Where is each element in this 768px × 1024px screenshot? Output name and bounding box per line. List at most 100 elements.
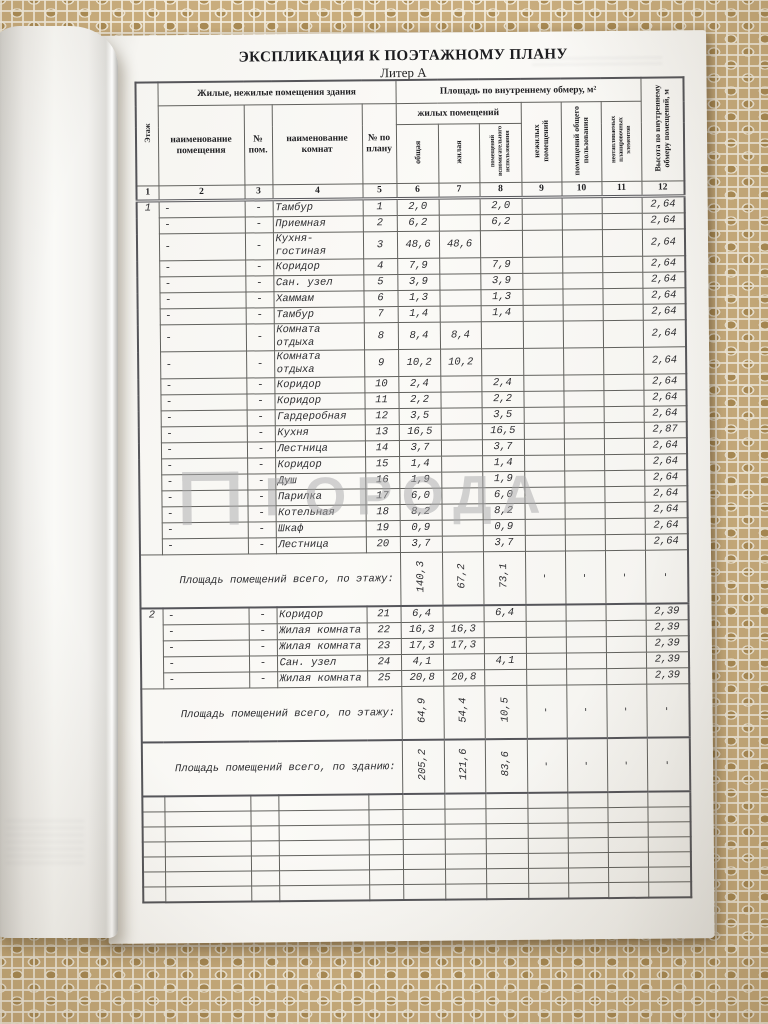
area-aux-cell: 6,4 <box>483 604 526 622</box>
total-area-common: - <box>564 550 606 605</box>
column-number: 12 <box>641 180 685 197</box>
empty-cell <box>278 839 369 856</box>
height-cell: 2,64 <box>642 271 686 289</box>
col-header-aux-label: помещений вспомогательного использования <box>488 126 512 177</box>
height-cell: 2,64 <box>643 346 687 375</box>
area-total-cell: 2,4 <box>398 376 441 393</box>
plan-no-cell: 16 <box>365 472 400 489</box>
empty-cell <box>485 853 529 869</box>
empty-cell <box>486 883 529 900</box>
area-living-cell <box>439 257 481 275</box>
room-name-cell: Лестница <box>275 536 366 554</box>
total-area-unheated-value: - <box>620 706 633 713</box>
col-header-total-label: общая <box>412 140 422 164</box>
room-name-cell: Котельная <box>275 504 366 522</box>
premise-no-cell: - <box>248 639 277 657</box>
area-total-cell: 6,0 <box>399 488 442 505</box>
plan-no-cell: 2 <box>362 215 397 232</box>
premise-name-cell: - <box>160 442 248 459</box>
room-name-cell: Гардеробная <box>274 408 365 426</box>
area-aux-cell: 1,9 <box>482 471 525 488</box>
premise-name-cell: - <box>159 324 247 352</box>
total-area-aux: 73,1 <box>482 551 526 606</box>
premise-name-cell: - <box>161 506 248 523</box>
room-name-cell: Жилая комната <box>277 670 368 688</box>
height-cell: 2,39 <box>646 667 690 685</box>
col-header-floor: Этаж <box>135 82 159 187</box>
area-total-cell: 20,8 <box>401 670 444 687</box>
height-cell: 2,64 <box>644 501 688 519</box>
total-area-living: 54,4 <box>443 685 485 740</box>
premise-name-cell: - <box>163 672 250 689</box>
premise-no-cell: - <box>249 671 278 689</box>
total-area-aux-value: 73,1 <box>497 562 510 589</box>
area-unheated-cell <box>603 406 644 423</box>
empty-cell <box>164 811 251 827</box>
premise-no-cell: - <box>246 377 275 395</box>
premise-no-cell: - <box>247 457 276 475</box>
area-unheated-cell <box>605 603 646 621</box>
premise-no-cell: - <box>245 307 274 325</box>
total-area-living-value: 67,2 <box>456 563 469 589</box>
empty-cell <box>250 795 279 812</box>
area-nonliving-cell <box>522 288 563 306</box>
area-common-cell <box>561 229 603 257</box>
total-area-common-value: - <box>578 572 591 579</box>
building-total-row: Площадь помещений всего, по зданию: 205,2… <box>141 737 691 797</box>
area-nonliving-cell <box>521 213 562 231</box>
col-header-rooms: наименование комнат <box>271 103 363 185</box>
total-area-aux-value: 10,5 <box>498 696 512 723</box>
plan-no-cell: 20 <box>365 536 401 553</box>
col-header-living: жилая <box>437 123 480 184</box>
area-unheated-cell <box>604 534 646 551</box>
total-label: Площадь помещений всего, по зданию: <box>141 740 403 797</box>
empty-cell <box>402 824 445 840</box>
area-living-cell <box>439 289 481 307</box>
area-total-cell: 1,4 <box>397 306 440 323</box>
area-unheated-cell <box>602 288 643 305</box>
column-number: 10 <box>561 181 602 197</box>
col-header-unheated-label: неотапливаемых планировочных элементов <box>609 116 632 164</box>
area-common-cell <box>563 406 604 423</box>
height-cell: 2,64 <box>643 405 687 423</box>
room-name-cell: Комната отдыха <box>274 349 365 378</box>
empty-cell <box>607 822 648 838</box>
premise-name-cell: - <box>158 200 245 218</box>
total-area-common: - <box>566 738 608 793</box>
area-common-cell <box>564 518 605 535</box>
col-header-unheated: неотапливаемых планировочных элементов <box>600 101 642 182</box>
premise-no-cell: - <box>245 323 275 352</box>
empty-cell <box>251 885 280 902</box>
height-cell: 2,64 <box>641 228 686 257</box>
area-nonliving-cell <box>522 256 563 274</box>
area-unheated-cell <box>601 196 642 214</box>
room-name-cell: Приемная <box>272 215 363 233</box>
empty-cell <box>250 855 280 871</box>
total-area-unheated: - <box>604 550 646 605</box>
col-header-room-name: наименование помещения <box>157 105 245 186</box>
area-aux-cell: 0,9 <box>482 519 525 536</box>
empty-cell <box>165 885 252 903</box>
area-nonliving-cell <box>521 196 562 215</box>
empty-cell <box>402 854 446 870</box>
premise-no-cell: - <box>244 199 273 218</box>
area-unheated-cell <box>603 438 645 455</box>
column-number: 8 <box>479 182 522 198</box>
empty-cell <box>142 856 166 873</box>
area-common-cell <box>565 604 606 621</box>
area-nonliving-cell <box>524 454 565 472</box>
total-area-nonliving: - <box>526 684 567 739</box>
area-common-cell <box>562 256 603 273</box>
empty-cell <box>369 884 404 901</box>
plan-no-cell: 17 <box>365 488 400 505</box>
empty-cell <box>527 852 569 869</box>
plan-no-cell: 23 <box>366 638 401 655</box>
room-name-cell: Кухня <box>274 424 365 442</box>
premise-no-cell: - <box>248 655 278 673</box>
group-header-area: Площадь по внутреннему обмеру, м² <box>395 77 641 104</box>
area-aux-cell: 3,7 <box>481 439 525 456</box>
area-living-cell <box>441 503 483 521</box>
area-total-cell: 16,3 <box>400 622 443 639</box>
area-unheated-cell <box>603 422 644 439</box>
area-nonliving-cell <box>525 620 566 638</box>
